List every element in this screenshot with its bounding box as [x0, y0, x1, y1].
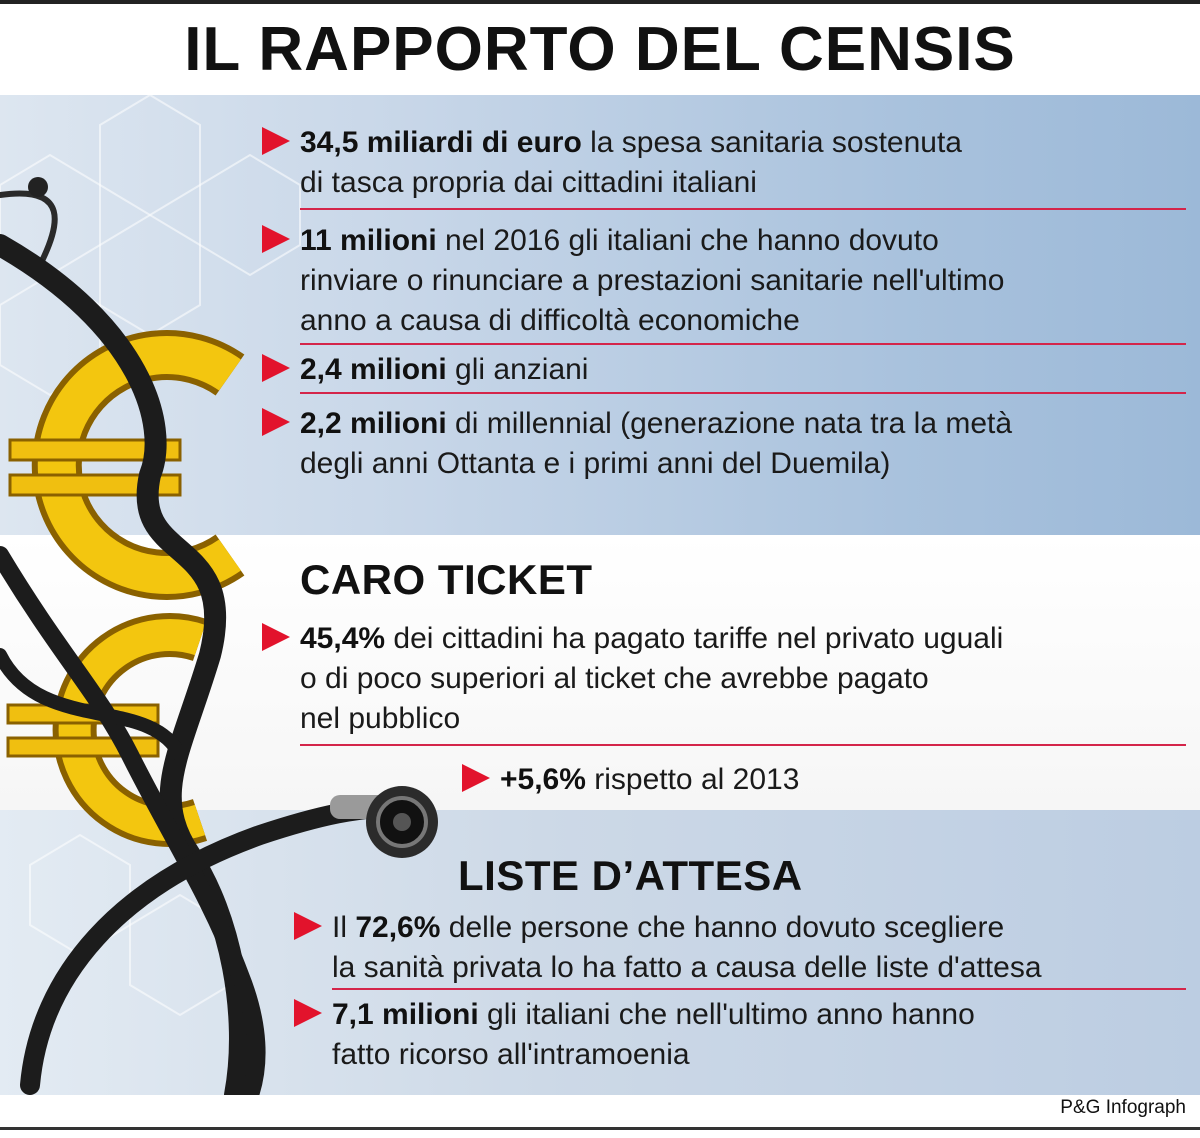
liste-attesa-item: 7,1 milioni gli italiani che nell'ultimo… [332, 995, 1192, 1075]
bullet-arrow-icon [294, 999, 322, 1027]
bullet-arrow-icon [262, 225, 290, 253]
bullet-arrow-icon [262, 127, 290, 155]
liste-attesa-heading: LISTE D’ATTESA [458, 852, 803, 899]
stat-text: gli anziani [446, 353, 589, 386]
stat-text: di millennial (generazione nata tra la m… [446, 407, 1013, 440]
stat-text-line2: la sanità privata lo ha fatto a causa de… [332, 951, 1042, 984]
stat-text-line2: di tasca propria dai cittadini italiani [300, 166, 757, 199]
stat-text-line3: anno a causa di difficoltà economiche [300, 304, 800, 337]
stat-item: 2,4 milioni gli anziani [300, 350, 1190, 390]
liste-attesa-item: Il 72,6% delle persone che hanno dovuto … [332, 908, 1192, 988]
euro-coin-icon [8, 330, 245, 600]
stat-value: +5,6% [500, 763, 586, 796]
stat-item: 34,5 miliardi di euro la spesa sanitaria… [300, 123, 1190, 203]
caro-ticket-sub-item: +5,6% rispetto al 2013 [500, 760, 1160, 800]
stat-text: nel 2016 gli italiani che hanno dovuto [436, 224, 939, 257]
stat-value: 11 milioni [300, 224, 437, 257]
bullet-arrow-icon [294, 912, 322, 940]
stat-value: 45,4% [300, 622, 386, 655]
caro-ticket-heading: CARO TICKET [300, 556, 593, 603]
stat-value: 7,1 milioni [332, 998, 479, 1031]
stat-item: 11 milioni nel 2016 gli italiani che han… [300, 221, 1190, 341]
stat-text-line2: degli anni Ottanta e i primi anni del Du… [300, 447, 891, 480]
divider [300, 744, 1186, 746]
stat-text-line2: fatto ricorso all'intramoenia [332, 1038, 690, 1071]
divider [300, 208, 1186, 210]
divider [300, 343, 1186, 345]
stat-prefix: Il [332, 911, 356, 944]
stat-value: 2,2 milioni [300, 407, 447, 440]
page-title: IL RAPPORTO DEL CENSIS [184, 15, 1016, 84]
bullet-arrow-icon [262, 408, 290, 436]
stethoscope-chestpiece-icon [330, 786, 438, 858]
top-rule [0, 0, 1200, 4]
stat-text-line2: o di poco superiori al ticket che avrebb… [300, 662, 929, 695]
stat-text: la spesa sanitaria sostenuta [581, 126, 962, 159]
caro-ticket-item: 45,4% dei cittadini ha pagato tariffe ne… [300, 619, 1190, 739]
bottom-rule [0, 1127, 1200, 1130]
stat-value: 2,4 milioni [300, 353, 447, 386]
stat-value: 34,5 miliardi di euro [300, 126, 582, 159]
stat-item: 2,2 milioni di millennial (generazione n… [300, 404, 1190, 484]
stat-text: delle persone che hanno dovuto scegliere [440, 911, 1005, 944]
stat-text-line3: nel pubblico [300, 702, 461, 735]
stat-text-line2: rinviare o rinunciare a prestazioni sani… [300, 264, 1005, 297]
stat-value: 72,6% [355, 911, 441, 944]
bullet-arrow-icon [262, 354, 290, 382]
bullet-arrow-icon [262, 623, 290, 651]
stat-text: dei cittadini ha pagato tariffe nel priv… [385, 622, 1004, 655]
divider [300, 392, 1186, 394]
stat-text: gli italiani che nell'ultimo anno hanno [478, 998, 975, 1031]
credit-label: P&G Infograph [1060, 1097, 1186, 1118]
stat-text: rispetto al 2013 [585, 763, 800, 796]
divider [332, 988, 1186, 990]
stethoscope-euro-illustration [0, 95, 438, 1095]
bullet-arrow-icon [462, 764, 490, 792]
